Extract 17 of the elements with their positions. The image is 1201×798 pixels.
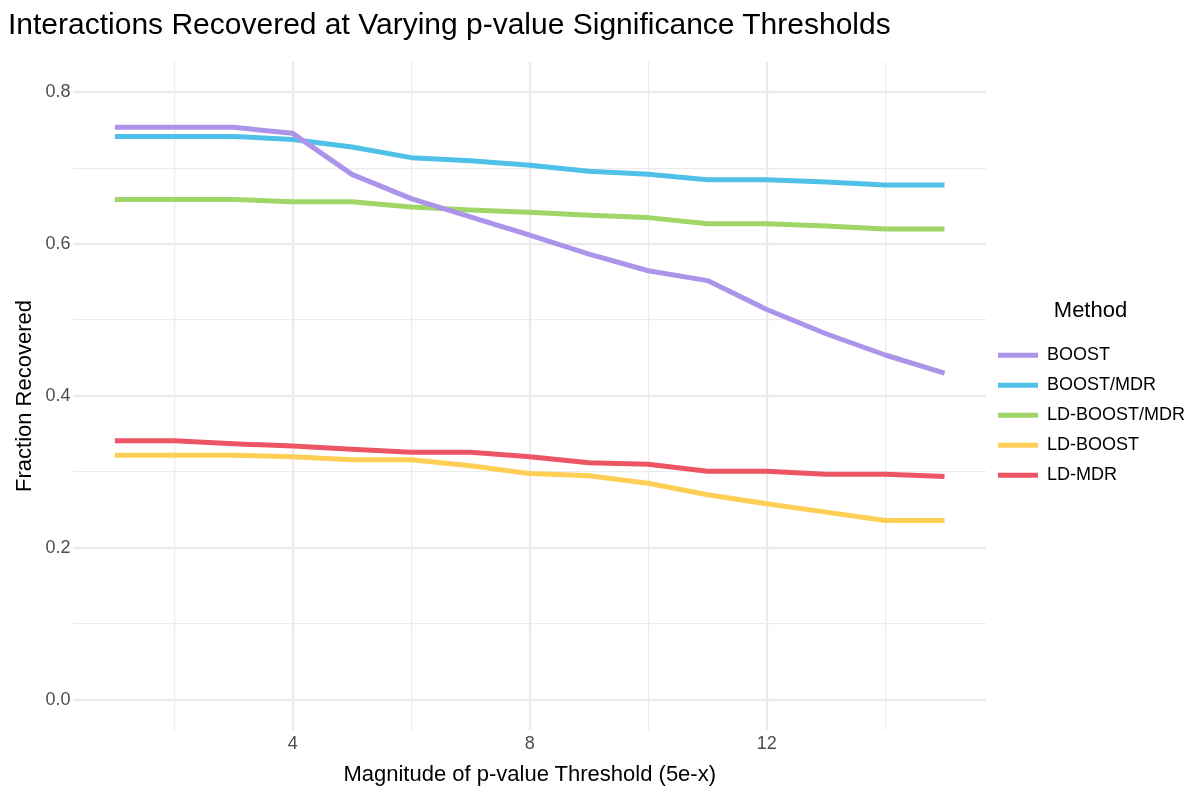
legend-label: LD-BOOST/MDR [1046, 404, 1186, 425]
x-tick-label: 4 [287, 732, 298, 753]
x-tick-label: 12 [756, 732, 777, 753]
legend-label: BOOST [1046, 344, 1111, 365]
x-tick-label: 8 [524, 732, 535, 753]
y-tick-label: 0.8 [45, 81, 71, 102]
y-tick-label: 0.6 [45, 233, 71, 254]
chart-title: Interactions Recovered at Varying p-value Significance Thresholds [8, 7, 891, 41]
y-axis-title: Fraction Recovered [11, 300, 37, 492]
legend-title: Method [1053, 296, 1128, 322]
y-tick-label: 0.2 [45, 536, 71, 557]
y-tick-label: 0.0 [45, 688, 71, 709]
x-axis-title: Magnitude of p-value Threshold (5e-x) [343, 760, 716, 786]
legend-label: LD-BOOST [1046, 434, 1140, 455]
legend-label: LD-MDR [1046, 464, 1117, 485]
y-tick-label: 0.4 [45, 384, 71, 405]
legend-label: BOOST/MDR [1046, 374, 1157, 395]
